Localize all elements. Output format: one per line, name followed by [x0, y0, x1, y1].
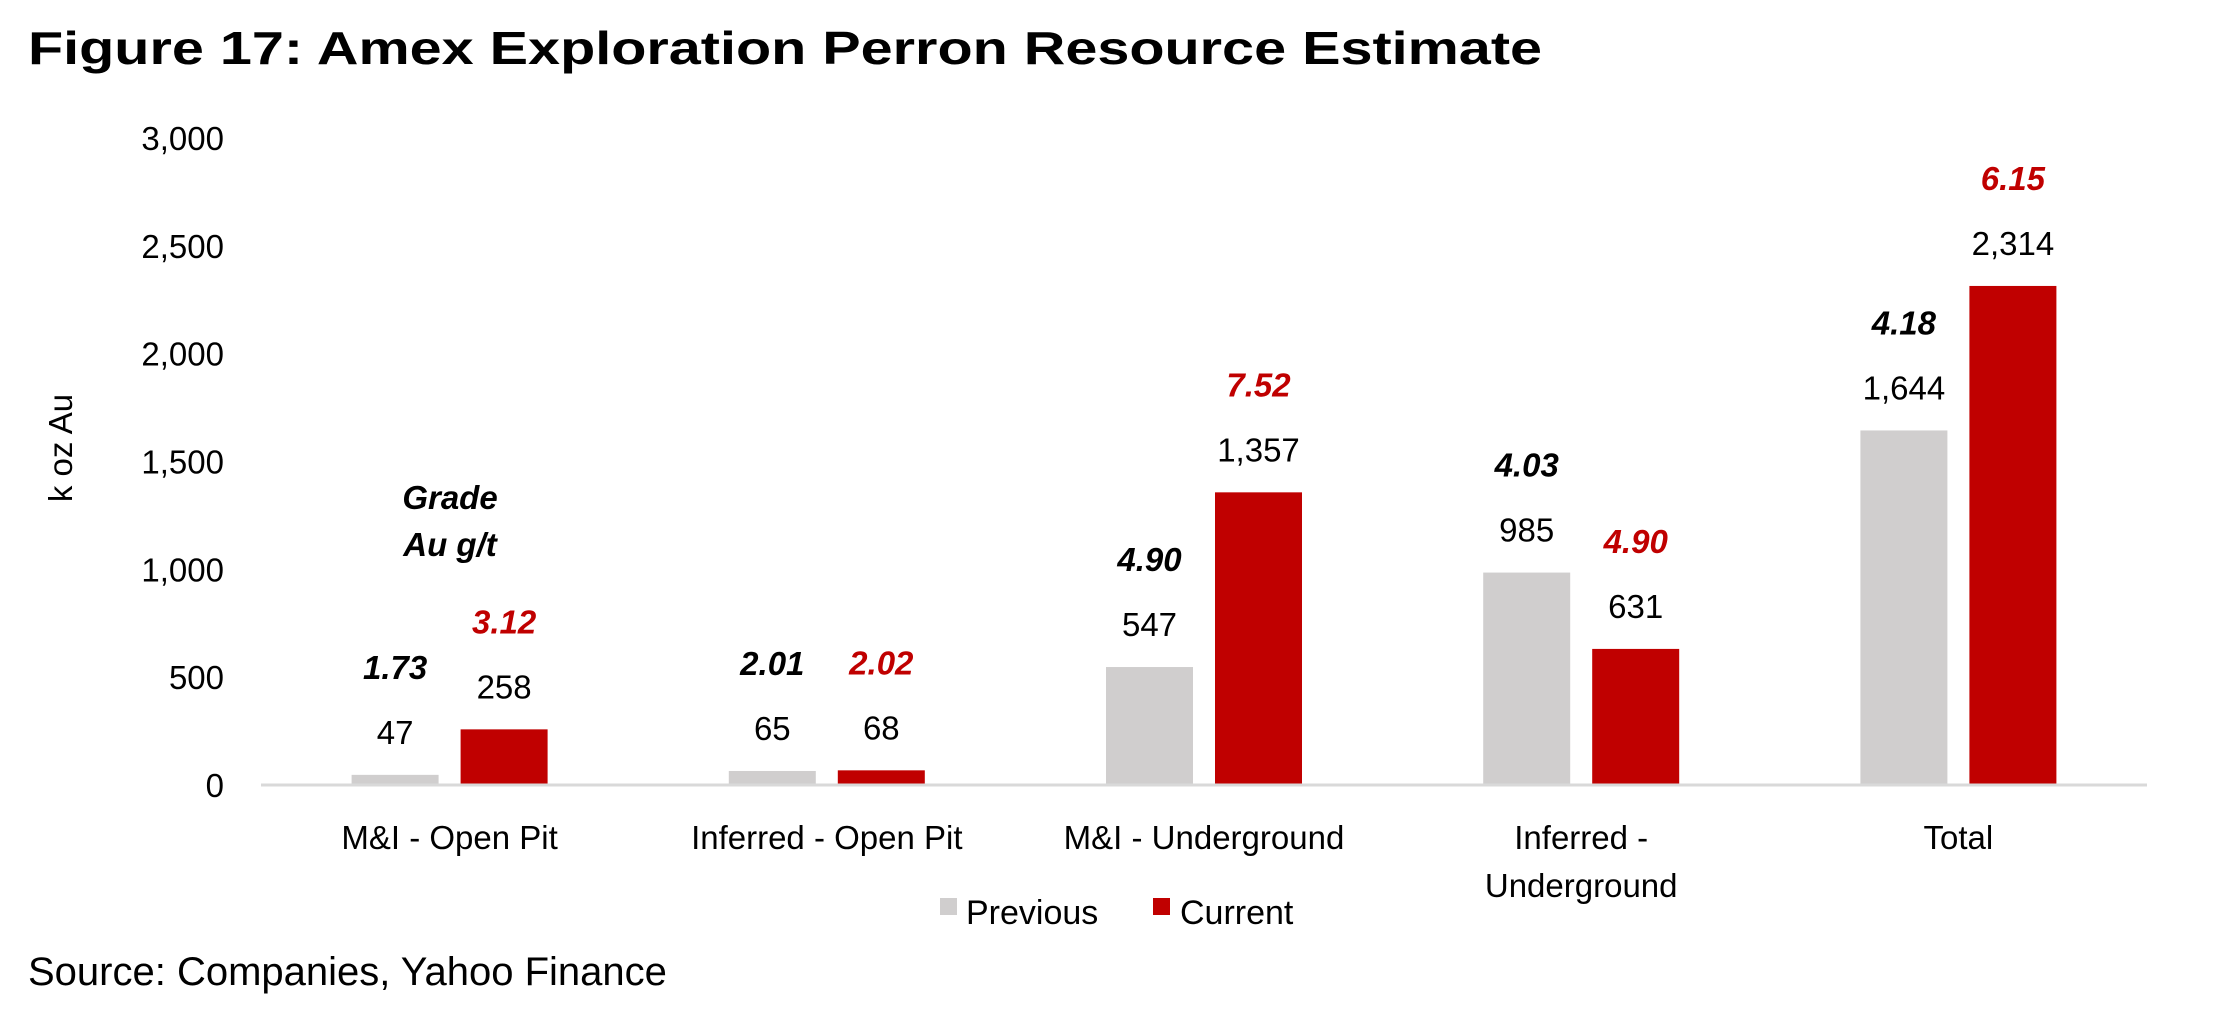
value-label: 65 — [754, 710, 791, 747]
grade-label: 4.90 — [1116, 541, 1182, 578]
bar-previous — [728, 770, 816, 785]
x-category-label: M&I - Open Pit — [341, 819, 557, 856]
x-category-label: Underground — [1485, 867, 1678, 904]
legend-swatch-previous — [940, 898, 957, 915]
y-tick-label: 0 — [206, 767, 224, 804]
grade-label: 6.15 — [1981, 160, 2046, 197]
chart-title: Figure 17: Amex Exploration Perron Resou… — [28, 22, 1542, 74]
value-label: 1,644 — [1863, 369, 1946, 406]
value-label: 2,314 — [1972, 225, 2055, 262]
x-axis-categories: M&I - Open Pit Inferred - Open Pit M&I - U… — [341, 819, 1993, 904]
grade-annotation-line1: Grade — [402, 479, 497, 516]
source-note: Source: Companies, Yahoo Finance — [28, 950, 667, 994]
bar-current — [460, 729, 548, 785]
value-label: 631 — [1608, 588, 1663, 625]
grade-label: 4.90 — [1603, 523, 1669, 560]
x-category-label: Inferred - — [1514, 819, 1648, 856]
legend-label-current: Current — [1180, 894, 1294, 932]
bar-current — [1215, 492, 1302, 785]
value-label: 258 — [477, 668, 532, 705]
bar-current — [1969, 285, 2057, 785]
legend: Previous Current — [940, 894, 1294, 932]
x-category-label: Total — [1924, 819, 1994, 856]
grade-label: 2.02 — [848, 644, 914, 681]
bar-current — [837, 770, 925, 785]
bar-previous — [1860, 430, 1948, 785]
y-tick-label: 3,000 — [141, 120, 224, 157]
grade-label: 4.18 — [1871, 304, 1937, 341]
value-label: 547 — [1122, 606, 1177, 643]
y-tick-label: 2,500 — [141, 228, 224, 265]
grade-label: 2.01 — [739, 645, 804, 682]
grade-annotation-line2: Au g/t — [402, 526, 498, 563]
grade-label: 3.12 — [472, 603, 537, 640]
grade-label: 7.52 — [1226, 366, 1291, 403]
x-category-label: Inferred - Open Pit — [691, 819, 962, 856]
bar-previous — [1106, 667, 1193, 785]
y-tick-label: 500 — [169, 659, 224, 696]
value-label: 47 — [377, 714, 414, 751]
legend-label-previous: Previous — [966, 894, 1098, 932]
y-tick-label: 1,000 — [141, 551, 224, 588]
y-axis-ticks: 0 500 1,000 1,500 2,000 2,500 3,000 — [141, 120, 224, 804]
y-axis-title: k oz Au — [42, 394, 79, 502]
value-label: 985 — [1499, 512, 1554, 549]
bar-previous — [351, 774, 439, 785]
bar-previous — [1483, 572, 1571, 785]
legend-swatch-current — [1153, 898, 1170, 915]
bars: 47 1.73 258 3.12 65 2.01 68 2.02 547 4.90 1,357 7.5… — [351, 160, 2057, 785]
value-label: 68 — [863, 709, 900, 746]
bar-current — [1592, 648, 1680, 785]
x-category-label: M&I - Underground — [1064, 819, 1345, 856]
grade-label: 1.73 — [363, 649, 427, 686]
grade-label: 4.03 — [1494, 447, 1559, 484]
y-tick-label: 1,500 — [141, 444, 224, 481]
value-label: 1,357 — [1217, 431, 1300, 468]
y-tick-label: 2,000 — [141, 336, 224, 373]
